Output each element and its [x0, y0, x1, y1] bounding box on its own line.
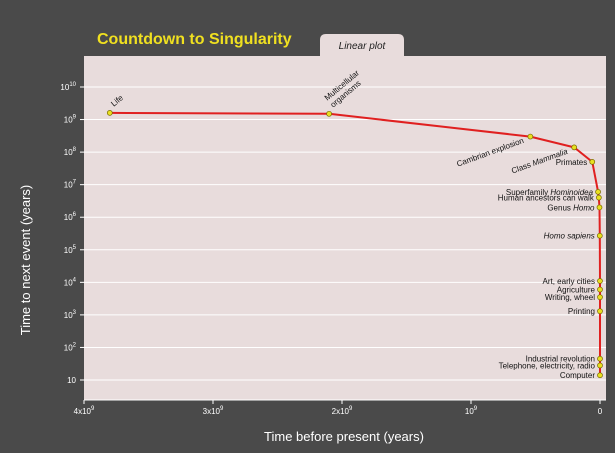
data-point [597, 286, 603, 293]
x-tick-label: 3x109 [203, 406, 224, 416]
data-label: Superfamily Hominoidea [506, 188, 594, 197]
x-tick-label: 4x109 [74, 406, 95, 416]
data-point [106, 110, 113, 116]
curve-layer [109, 111, 601, 376]
data-point [589, 159, 596, 165]
tab-shape[interactable] [320, 34, 404, 56]
data-label: Agriculture [557, 286, 596, 295]
plot-area [84, 56, 606, 400]
x-axis-label: Time before present (years) [264, 429, 424, 444]
data-label: Genus Homo [547, 203, 595, 212]
y-tick-label: 106 [64, 212, 77, 222]
y-axis-label: Time to next event (years) [18, 185, 33, 336]
data-point [596, 232, 603, 239]
y-tick-label: 10 [67, 376, 76, 385]
data-label: Industrial revolution [526, 355, 595, 364]
y-tick-label: 108 [64, 147, 77, 157]
tab[interactable]: Linear plot [320, 34, 404, 56]
y-tick-label: 1010 [60, 82, 76, 92]
data-label: Human ancestors can walk [498, 194, 595, 203]
data-point [597, 278, 603, 284]
chart-title: Countdown to Singularity [97, 31, 292, 48]
data-label: Primates [556, 158, 588, 167]
y-tick-label: 105 [64, 245, 77, 255]
data-point [326, 110, 332, 117]
data-point [527, 133, 534, 140]
data-point [597, 355, 603, 362]
data-point [597, 362, 603, 369]
y-tick-label: 109 [64, 115, 77, 125]
data-label: Telephone, electricity, radio [499, 361, 596, 370]
data-point [571, 144, 578, 151]
data-point [597, 372, 603, 379]
data-point [596, 204, 603, 211]
tab-label[interactable]: Linear plot [339, 41, 387, 52]
data-point [597, 294, 603, 301]
data-label: Printing [568, 307, 595, 316]
grid-layer [84, 86, 606, 381]
data-point [595, 189, 601, 195]
data-label: Computer [560, 371, 595, 380]
data-label: Writing, wheel [545, 293, 595, 302]
data-label: Homo sapiens [544, 232, 595, 241]
x-tick-label: 2x109 [332, 406, 353, 416]
y-tick-label: 107 [64, 180, 77, 190]
x-tick-label: 0 [598, 407, 603, 416]
data-point [595, 194, 602, 201]
axis-layer: 1010 109 108 107 106 105 104 103 102 10 4x109 3x109… [60, 82, 606, 416]
y-tick-label: 103 [64, 310, 77, 320]
y-tick-label: 104 [64, 277, 77, 287]
x-tick-label: 109 [465, 406, 478, 416]
data-point [597, 308, 603, 315]
series-line [109, 111, 601, 376]
data-label: Art, early cities [543, 277, 595, 286]
y-tick-label: 102 [64, 342, 77, 352]
